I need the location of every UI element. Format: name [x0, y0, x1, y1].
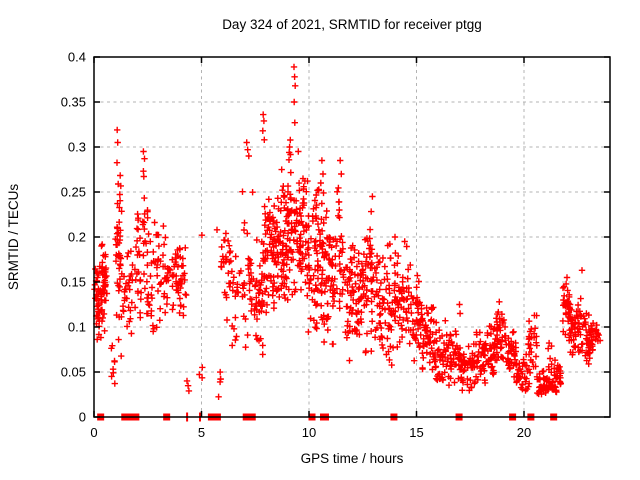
- svg-text:10: 10: [302, 425, 316, 440]
- x-tick-labels: 0 5 10 15 20: [90, 425, 531, 440]
- svg-text:15: 15: [409, 425, 423, 440]
- svg-text:20: 20: [517, 425, 531, 440]
- y-tick-labels: 0 0.05 0.1 0.15 0.2 0.25 0.3 0.35 0.4: [61, 50, 86, 425]
- svg-text:0.3: 0.3: [68, 140, 86, 155]
- svg-text:0.15: 0.15: [61, 275, 86, 290]
- svg-text:0.05: 0.05: [61, 365, 86, 380]
- grid-lines: [94, 57, 610, 417]
- svg-text:0.1: 0.1: [68, 320, 86, 335]
- chart-title: Day 324 of 2021, SRMTID for receiver ptg…: [222, 17, 482, 32]
- x-axis-label: GPS time / hours: [301, 451, 404, 466]
- svg-text:0.2: 0.2: [68, 230, 86, 245]
- svg-text:0: 0: [79, 410, 86, 425]
- svg-text:0.35: 0.35: [61, 95, 86, 110]
- svg-text:0.4: 0.4: [68, 50, 86, 65]
- svg-text:0: 0: [90, 425, 97, 440]
- svg-text:0.25: 0.25: [61, 185, 86, 200]
- y-axis-label: SRMTID / TECUs: [6, 184, 21, 291]
- svg-text:5: 5: [198, 425, 205, 440]
- axis-ticks: [93, 56, 610, 418]
